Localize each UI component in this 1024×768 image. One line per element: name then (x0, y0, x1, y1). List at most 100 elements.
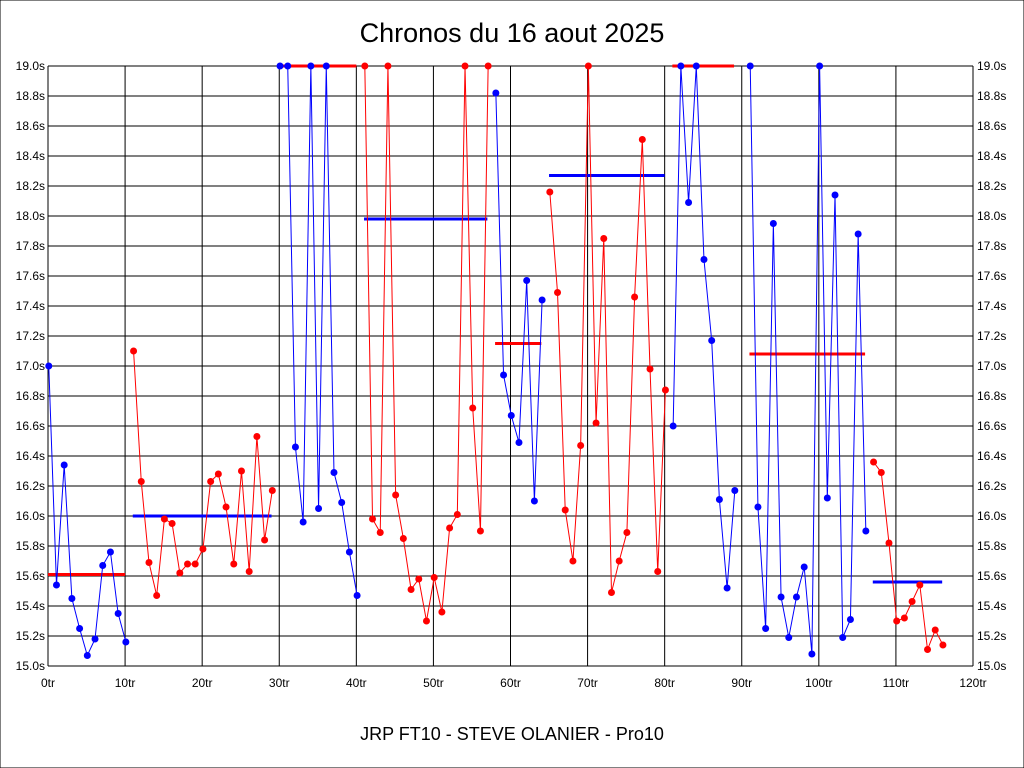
average-lines (48, 64, 943, 584)
y-tick-label-left: 16.2s (16, 479, 45, 493)
data-point (276, 62, 284, 70)
data-point (114, 610, 122, 617)
y-tick-label-right: 19.0s (977, 59, 1006, 73)
data-point (530, 497, 538, 505)
data-point (284, 62, 292, 70)
data-point (515, 439, 523, 446)
data-point (939, 641, 947, 649)
data-point (654, 568, 662, 575)
data-point (554, 289, 562, 296)
data-point (476, 527, 484, 535)
data-point (677, 62, 685, 70)
data-point (523, 277, 531, 284)
data-point (746, 62, 754, 70)
y-tick-label-left: 17.2s (16, 329, 45, 343)
y-tick-label-right: 18.2s (977, 179, 1006, 193)
y-tick-label-left: 19.0s (16, 59, 45, 73)
data-point (792, 593, 800, 601)
data-point (607, 589, 615, 596)
x-tick-label: 70tr (577, 676, 598, 690)
series-lines (48, 65, 944, 657)
data-point (638, 136, 646, 143)
data-point (191, 560, 199, 568)
data-point (99, 562, 107, 569)
data-point (646, 365, 654, 373)
data-point (723, 584, 731, 592)
data-point (631, 293, 639, 301)
data-point (76, 625, 84, 632)
data-point (492, 89, 500, 97)
y-tick-label-left: 18.4s (16, 149, 45, 163)
data-point (253, 433, 261, 440)
data-point (222, 503, 230, 511)
data-point (176, 569, 184, 577)
x-tick-label: 100tr (805, 676, 832, 690)
x-tick-label: 40tr (346, 676, 367, 690)
data-point (561, 506, 569, 514)
data-point (453, 511, 461, 518)
data-point (45, 362, 53, 370)
data-point (816, 62, 824, 70)
data-point (199, 545, 207, 553)
x-tick-label: 120tr (959, 676, 986, 690)
series-line (549, 65, 666, 593)
data-point (762, 625, 770, 632)
data-point (708, 337, 716, 344)
data-point (769, 220, 777, 227)
y-tick-label-right: 15.8s (977, 539, 1006, 553)
y-tick-label-right: 16.0s (977, 509, 1006, 523)
data-point (731, 487, 739, 494)
data-point (916, 581, 924, 589)
y-tick-label-left: 15.8s (16, 539, 45, 553)
data-point (237, 467, 245, 475)
data-point (214, 470, 222, 478)
data-point (361, 62, 369, 70)
data-point (877, 469, 885, 476)
x-tick-label: 0tr (41, 676, 55, 690)
x-tick-label: 80tr (654, 676, 675, 690)
y-tick-label-right: 18.8s (977, 89, 1006, 103)
data-point (207, 478, 215, 485)
data-point (661, 386, 669, 394)
data-point (592, 419, 600, 427)
tick-labels: 15.0s 15.0s 15.2s 15.2s 15.4s 15.4s 15.6s 15.6s… (16, 59, 1007, 690)
data-point (715, 496, 723, 503)
data-point (160, 515, 168, 523)
y-tick-label-right: 18.0s (977, 209, 1006, 223)
y-tick-label-right: 17.2s (977, 329, 1006, 343)
data-point (924, 646, 932, 653)
data-point (600, 235, 608, 242)
data-point (106, 548, 114, 556)
data-point (230, 560, 238, 568)
y-tick-label-left: 16.8s (16, 389, 45, 403)
y-tick-label-left: 18.0s (16, 209, 45, 223)
y-tick-label-right: 18.4s (977, 149, 1006, 163)
data-point (52, 581, 60, 589)
data-point (245, 568, 253, 575)
data-point (392, 491, 400, 499)
data-point (669, 422, 677, 430)
x-tick-label: 60tr (500, 676, 521, 690)
y-tick-label-left: 15.0s (16, 659, 45, 673)
data-point (184, 560, 192, 568)
data-point (893, 617, 901, 625)
data-point (168, 520, 176, 527)
y-tick-label-left: 16.4s (16, 449, 45, 463)
x-tick-label: 90tr (731, 676, 752, 690)
y-tick-label-left: 16.6s (16, 419, 45, 433)
data-point (338, 499, 346, 506)
y-tick-label-right: 15.2s (977, 629, 1006, 643)
x-tick-label: 10tr (115, 676, 136, 690)
data-point (569, 557, 577, 565)
y-tick-label-left: 15.6s (16, 569, 45, 583)
data-point (685, 199, 693, 206)
y-tick-label-right: 16.4s (977, 449, 1006, 463)
x-tick-label: 110tr (883, 676, 909, 690)
data-point (885, 539, 893, 547)
data-point (407, 586, 415, 593)
y-tick-label-right: 16.6s (977, 419, 1006, 433)
x-tick-label: 30tr (269, 676, 290, 690)
data-point (461, 62, 469, 70)
